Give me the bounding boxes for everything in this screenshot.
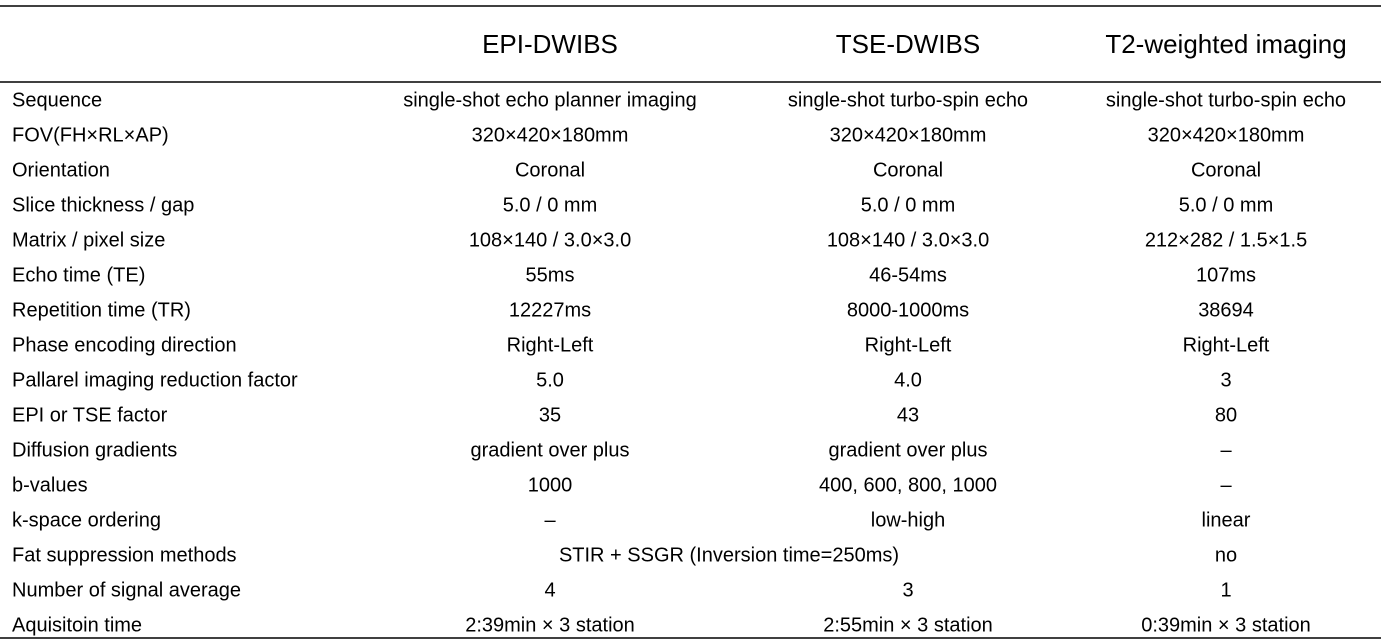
cell: single-shot turbo-spin echo (788, 89, 1028, 111)
column-header: T2-weighted imaging (1105, 29, 1346, 59)
cell: single-shot turbo-spin echo (1106, 89, 1346, 111)
cell: gradient over plus (471, 439, 630, 461)
cell: STIR + SSGR (Inversion time=250ms) (559, 544, 899, 566)
cell: 108×140 / 3.0×3.0 (469, 229, 631, 251)
cell: low-high (871, 509, 945, 531)
row-label: Slice thickness / gap (12, 194, 194, 216)
cell: 320×420×180mm (1148, 124, 1305, 146)
cell: Coronal (873, 159, 943, 181)
cell: no (1215, 544, 1237, 566)
cell: 5.0 (536, 369, 564, 391)
cell: 2:39min × 3 station (465, 614, 635, 636)
column-header: EPI-DWIBS (482, 29, 618, 59)
row-label: Number of signal average (12, 579, 241, 601)
row-label: Pallarel imaging reduction factor (12, 369, 298, 391)
cell: 108×140 / 3.0×3.0 (827, 229, 989, 251)
row-label: EPI or TSE factor (12, 404, 168, 426)
row-label: Matrix / pixel size (12, 229, 165, 251)
cell: 2:55min × 3 station (823, 614, 993, 636)
row-label: b-values (12, 474, 88, 496)
cell: 400, 600, 800, 1000 (819, 474, 997, 496)
cell: 55ms (526, 264, 575, 286)
column-header: TSE-DWIBS (836, 29, 980, 59)
cell: Right-Left (1183, 334, 1270, 356)
cell: 4.0 (894, 369, 922, 391)
cell: 1000 (528, 474, 573, 496)
cell: 35 (539, 404, 561, 426)
row-label: Sequence (12, 89, 102, 111)
row-label: Diffusion gradients (12, 439, 177, 461)
row-label: Orientation (12, 159, 110, 181)
cell: 320×420×180mm (472, 124, 629, 146)
cell: 80 (1215, 404, 1237, 426)
cell: 320×420×180mm (830, 124, 987, 146)
cell: – (1220, 439, 1232, 461)
cell: 8000-1000ms (847, 299, 969, 321)
row-label: Echo time (TE) (12, 264, 145, 286)
row-label: k-space ordering (12, 509, 161, 531)
cell: 3 (902, 579, 913, 601)
cell: 107ms (1196, 264, 1256, 286)
row-label: Phase encoding direction (12, 334, 237, 356)
cell: 5.0 / 0 mm (1179, 194, 1273, 216)
cell: linear (1202, 509, 1251, 531)
cell: 43 (897, 404, 919, 426)
cell: – (544, 509, 556, 531)
row-label: FOV(FH×RL×AP) (12, 124, 169, 146)
row-label: Repetition time (TR) (12, 299, 191, 321)
cell: 38694 (1198, 299, 1254, 321)
cell: Right-Left (865, 334, 952, 356)
cell: – (1220, 474, 1232, 496)
cell: 5.0 / 0 mm (503, 194, 597, 216)
cell: 212×282 / 1.5×1.5 (1145, 229, 1307, 251)
cell: 4 (544, 579, 555, 601)
cell: Coronal (515, 159, 585, 181)
cell: gradient over plus (829, 439, 988, 461)
cell: 3 (1220, 369, 1231, 391)
cell: Right-Left (507, 334, 594, 356)
row-label: Fat suppression methods (12, 544, 237, 566)
cell: Coronal (1191, 159, 1261, 181)
cell: 46-54ms (869, 264, 947, 286)
row-label: Aquisitoin time (12, 614, 142, 636)
cell: 5.0 / 0 mm (861, 194, 955, 216)
cell: 1 (1220, 579, 1231, 601)
cell: single-shot echo planner imaging (403, 89, 697, 111)
cell: 0:39min × 3 station (1141, 614, 1311, 636)
cell: 12227ms (509, 299, 591, 321)
